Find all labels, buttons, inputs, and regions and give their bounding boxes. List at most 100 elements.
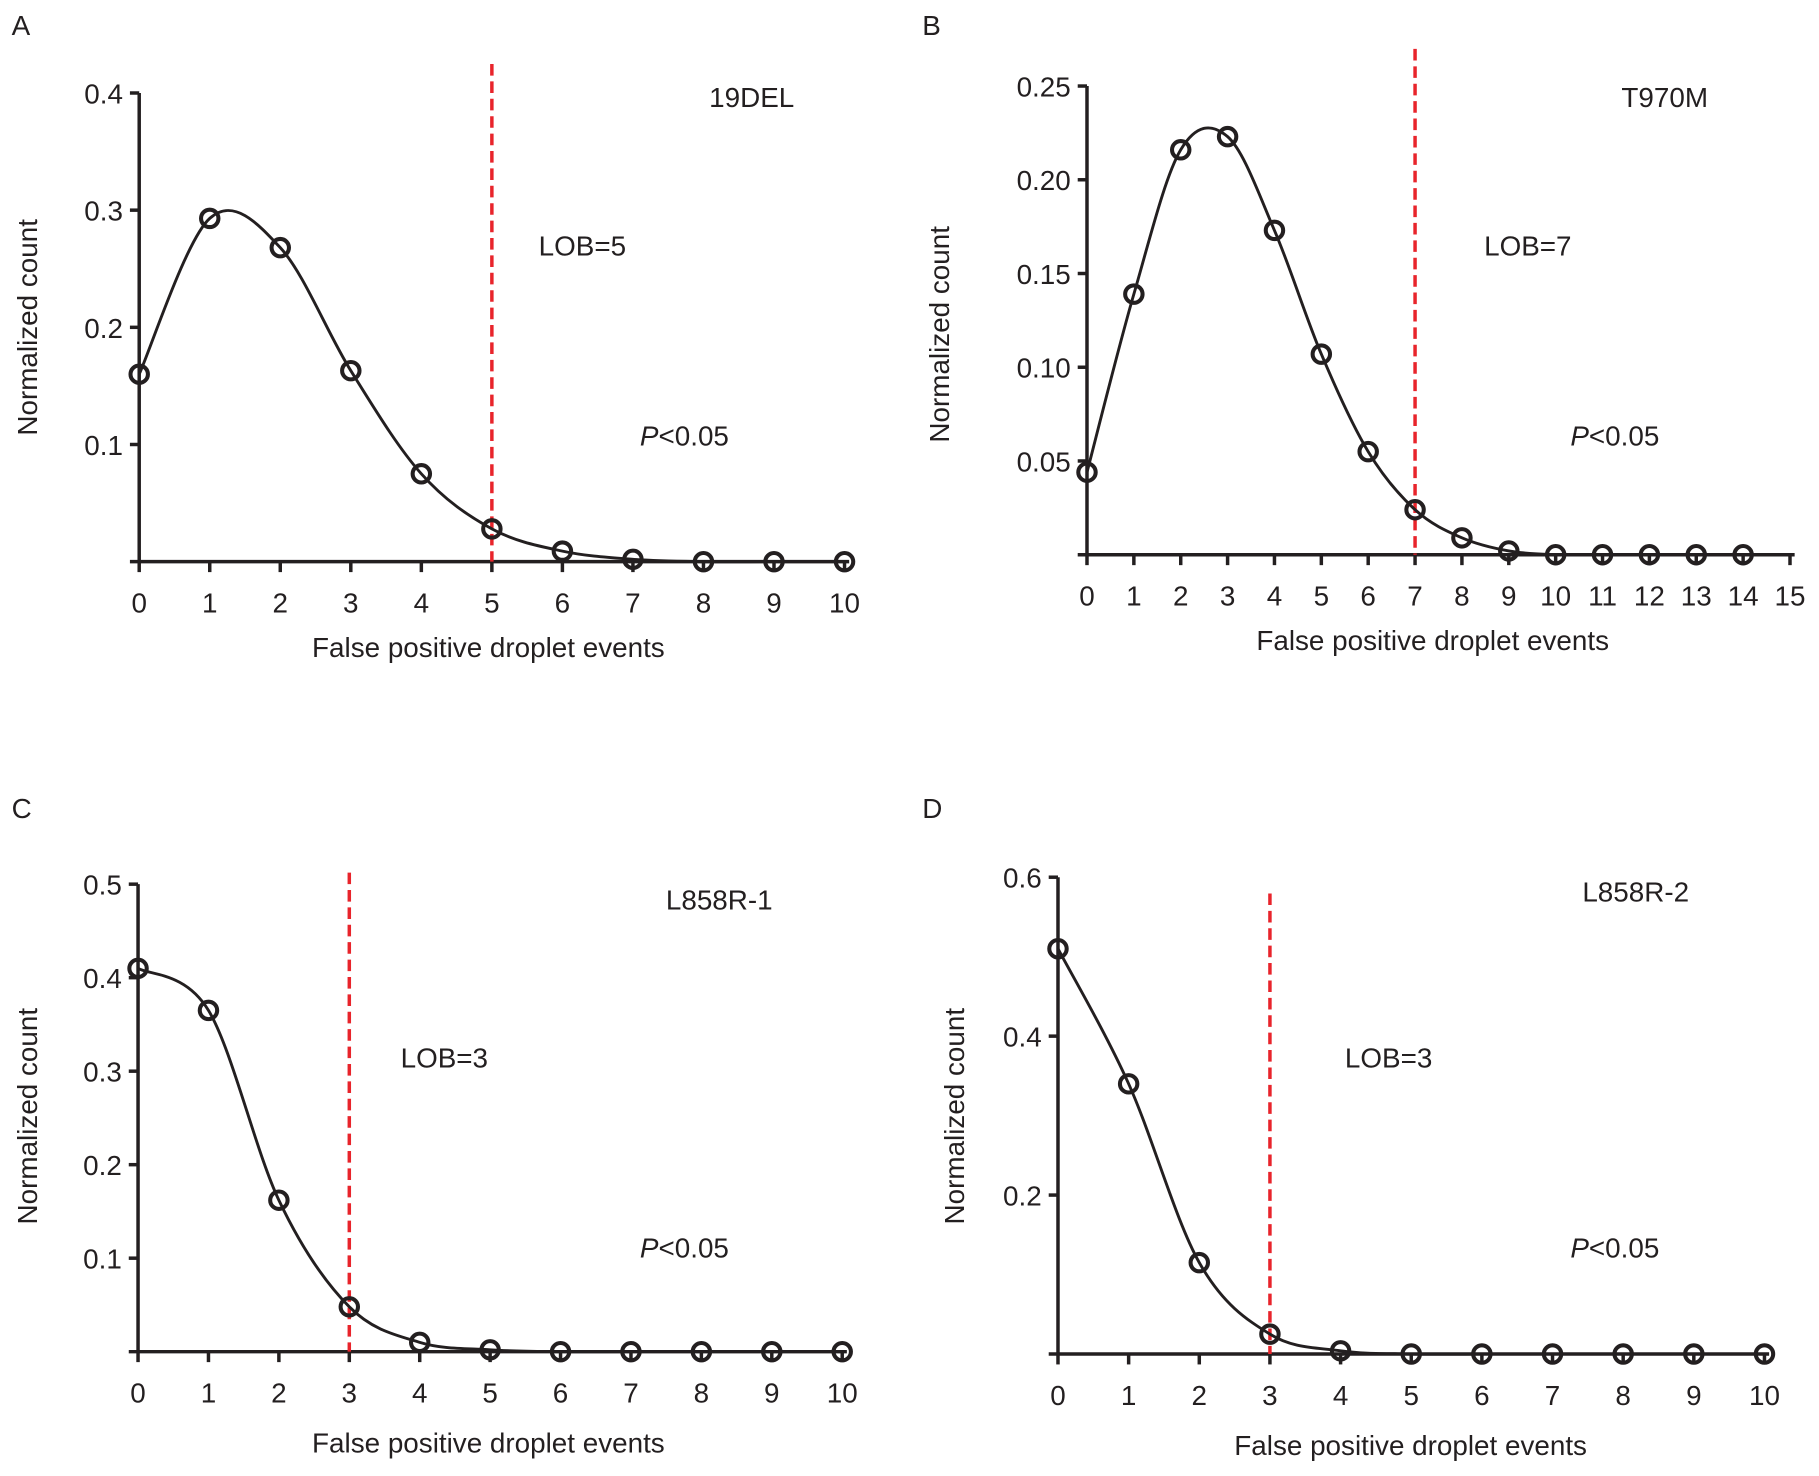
x-tick-label: 0	[131, 588, 146, 619]
y-axis-label: Normalized count	[12, 219, 43, 436]
data-point	[690, 1340, 713, 1363]
p-symbol: P	[1570, 421, 1589, 452]
x-tick-label: 3	[1220, 581, 1235, 612]
x-tick-label: 6	[1474, 1380, 1489, 1411]
p-value-label: P<0.05	[1570, 421, 1659, 452]
lob-label: LOB=7	[1484, 230, 1571, 261]
data-point	[127, 957, 149, 980]
data-point	[1544, 543, 1567, 566]
data-point	[1400, 1343, 1422, 1365]
p-threshold: <0.05	[659, 1233, 729, 1264]
data-point	[1117, 1073, 1140, 1095]
x-tick-label: 0	[1079, 581, 1094, 612]
data-point	[410, 463, 433, 485]
y-axis-label: Normalized count	[12, 1008, 43, 1225]
x-tick-label: 1	[201, 1378, 216, 1409]
p-value-label: P<0.05	[640, 421, 729, 452]
data-point	[1683, 1343, 1705, 1365]
data-point	[549, 1340, 572, 1363]
p-threshold: <0.05	[1589, 421, 1659, 452]
y-tick-label: 0.10	[1017, 353, 1071, 384]
y-tick-label: 0.4	[83, 963, 122, 994]
x-tick-label: 6	[553, 1378, 568, 1409]
panel-title: 19DEL	[709, 82, 794, 113]
data-point	[692, 550, 715, 573]
data-point	[1357, 440, 1379, 463]
x-tick-label: 9	[1501, 581, 1516, 612]
panel-title: L858R-1	[666, 885, 773, 916]
data-point	[833, 550, 856, 573]
x-tick-label: 8	[1615, 1380, 1630, 1411]
lob-label: LOB=3	[1345, 1042, 1432, 1073]
x-tick-label: 1	[1126, 581, 1141, 612]
data-point	[1329, 1340, 1352, 1362]
x-tick-label: 8	[1454, 581, 1469, 612]
y-tick-label: 0.3	[84, 196, 123, 227]
x-tick-label: 4	[1333, 1380, 1348, 1411]
data-point	[1753, 1343, 1776, 1365]
data-point	[1471, 1343, 1493, 1365]
x-tick-label: 2	[273, 588, 288, 619]
x-tick-label: 0	[130, 1378, 145, 1409]
y-tick-label: 0.1	[84, 430, 123, 461]
data-point	[620, 1340, 642, 1363]
data-point	[1310, 343, 1333, 365]
data-point	[269, 236, 292, 259]
x-tick-label: 7	[623, 1378, 638, 1409]
x-tick-label: 6	[555, 588, 570, 619]
x-axis-label: False positive droplet events	[1234, 1430, 1587, 1461]
x-tick-label: 5	[1314, 581, 1329, 612]
x-tick-label: 4	[414, 588, 429, 619]
panel-title: T970M	[1621, 82, 1708, 113]
x-tick-label: 9	[766, 588, 781, 619]
panel-letter: A	[12, 10, 31, 41]
x-tick-label: 15	[1775, 581, 1806, 612]
x-axis-label: False positive droplet events	[312, 1428, 665, 1459]
panel-letter: B	[922, 10, 941, 41]
fit-curve	[137, 967, 843, 1354]
data-point	[1612, 1343, 1634, 1365]
data-point	[1169, 139, 1192, 161]
x-tick-label: 2	[1173, 581, 1188, 612]
data-point	[1685, 543, 1707, 566]
y-axis-label: Normalized count	[924, 226, 955, 443]
data-point	[481, 518, 503, 540]
data-point	[1188, 1251, 1211, 1274]
y-tick-label: 0.5	[83, 870, 122, 901]
data-point	[831, 1340, 853, 1363]
fit-curve	[1056, 948, 1765, 1356]
x-tick-label: 3	[343, 588, 358, 619]
y-tick-label: 0.15	[1017, 259, 1071, 290]
lob-label: LOB=5	[539, 230, 626, 261]
data-point	[479, 1339, 501, 1361]
data-point	[1259, 1323, 1281, 1345]
x-axis-label: False positive droplet events	[1256, 625, 1609, 656]
x-tick-label: 0	[1050, 1380, 1065, 1411]
x-tick-label: 5	[482, 1378, 497, 1409]
x-axis-label: False positive droplet events	[312, 632, 665, 663]
data-point	[268, 1189, 290, 1211]
data-point	[761, 1340, 783, 1363]
y-tick-label: 0.2	[84, 313, 123, 344]
data-point	[1541, 1343, 1564, 1365]
fit-curve	[1085, 126, 1744, 557]
data-point	[408, 1331, 431, 1354]
x-tick-label: 10	[827, 1378, 858, 1409]
x-tick-label: 2	[1192, 1380, 1207, 1411]
y-tick-label: 0.25	[1017, 71, 1071, 102]
data-point	[1123, 283, 1145, 305]
y-tick-label: 0.6	[1003, 863, 1042, 894]
data-point	[551, 540, 574, 562]
x-tick-label: 2	[271, 1378, 286, 1409]
p-threshold: <0.05	[1589, 1233, 1659, 1264]
p-symbol: P	[640, 421, 659, 452]
p-threshold: <0.05	[659, 421, 729, 452]
x-tick-label: 3	[342, 1378, 357, 1409]
x-tick-label: 1	[202, 588, 217, 619]
y-tick-label: 0.4	[84, 78, 123, 109]
x-tick-label: 10	[829, 588, 860, 619]
data-point	[1076, 461, 1098, 483]
fit-curve	[137, 209, 845, 564]
p-symbol: P	[640, 1233, 659, 1264]
